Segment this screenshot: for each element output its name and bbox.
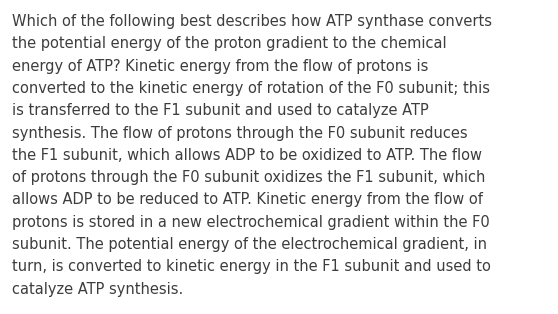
- Text: turn, is converted to kinetic energy in the F1 subunit and used to: turn, is converted to kinetic energy in …: [12, 259, 491, 274]
- Text: is transferred to the F1 subunit and used to catalyze ATP: is transferred to the F1 subunit and use…: [12, 103, 429, 118]
- Text: converted to the kinetic energy of rotation of the F0 subunit; this: converted to the kinetic energy of rotat…: [12, 81, 490, 96]
- Text: synthesis. The flow of protons through the F0 subunit reduces: synthesis. The flow of protons through t…: [12, 126, 468, 141]
- Text: the F1 subunit, which allows ADP to be oxidized to ATP. The flow: the F1 subunit, which allows ADP to be o…: [12, 148, 482, 163]
- Text: subunit. The potential energy of the electrochemical gradient, in: subunit. The potential energy of the ele…: [12, 237, 487, 252]
- Text: catalyze ATP synthesis.: catalyze ATP synthesis.: [12, 282, 184, 297]
- Text: Which of the following best describes how ATP synthase converts: Which of the following best describes ho…: [12, 14, 492, 29]
- Text: the potential energy of the proton gradient to the chemical: the potential energy of the proton gradi…: [12, 36, 447, 51]
- Text: allows ADP to be reduced to ATP. Kinetic energy from the flow of: allows ADP to be reduced to ATP. Kinetic…: [12, 192, 483, 208]
- Text: energy of ATP? Kinetic energy from the flow of protons is: energy of ATP? Kinetic energy from the f…: [12, 59, 429, 74]
- Text: protons is stored in a new electrochemical gradient within the F0: protons is stored in a new electrochemic…: [12, 215, 490, 230]
- Text: of protons through the F0 subunit oxidizes the F1 subunit, which: of protons through the F0 subunit oxidiz…: [12, 170, 485, 185]
